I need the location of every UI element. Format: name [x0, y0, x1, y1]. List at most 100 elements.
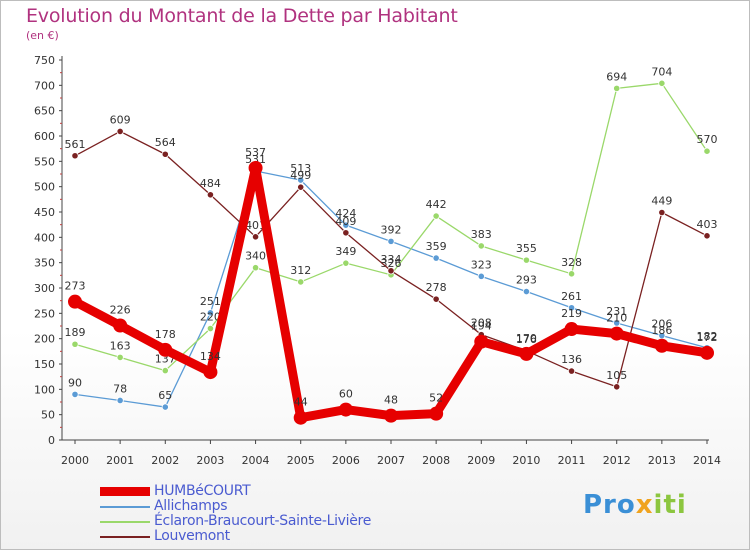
- data-label: 60: [339, 388, 353, 401]
- data-label: 231: [606, 305, 627, 318]
- data-label: 172: [697, 331, 718, 344]
- data-point: [432, 212, 440, 220]
- data-label: 206: [651, 318, 672, 331]
- data-label: 312: [290, 264, 311, 277]
- data-label: 694: [606, 70, 627, 83]
- data-label: 219: [561, 307, 582, 320]
- chart-title: Evolution du Montant de la Dette par Hab…: [26, 5, 458, 27]
- chart-unit: (en €): [26, 29, 59, 42]
- data-point: [567, 270, 576, 278]
- data-label: 220: [200, 311, 221, 324]
- proxiti-logo: Proxiti: [583, 490, 687, 520]
- data-point: [251, 264, 260, 272]
- y-tick-label: 100: [34, 383, 55, 396]
- data-point: [158, 342, 173, 357]
- data-label: 359: [426, 240, 447, 253]
- data-label: 403: [697, 218, 718, 231]
- data-point: [613, 319, 621, 327]
- x-tick-label: 2005: [287, 454, 315, 467]
- y-tick-label: 600: [34, 130, 55, 143]
- data-label: 570: [697, 133, 718, 146]
- x-tick-label: 2000: [61, 454, 89, 467]
- data-point: [248, 160, 263, 175]
- data-point: [116, 353, 124, 362]
- data-point: [342, 229, 350, 237]
- y-tick-label: 750: [34, 54, 55, 67]
- data-point: [297, 278, 305, 286]
- x-tick-label: 2003: [196, 454, 224, 467]
- y-tick-label: 400: [34, 231, 55, 244]
- data-label: 226: [110, 303, 131, 316]
- data-label: 355: [516, 242, 537, 255]
- y-tick-label: 700: [34, 79, 55, 92]
- x-tick-label: 2009: [467, 454, 495, 467]
- data-label: 409: [335, 215, 356, 228]
- data-label: 78: [113, 382, 127, 395]
- data-point: [387, 237, 395, 245]
- data-point: [342, 221, 350, 229]
- data-point: [71, 340, 79, 348]
- x-tick-label: 2010: [512, 454, 540, 467]
- data-point: [432, 295, 440, 303]
- data-point: [477, 272, 485, 280]
- data-point: [203, 365, 218, 380]
- data-label: 531: [245, 153, 266, 166]
- y-tick-label: 550: [34, 155, 55, 168]
- data-point: [342, 259, 350, 267]
- x-tick-label: 2011: [558, 454, 586, 467]
- x-tick-label: 2012: [603, 454, 631, 467]
- y-tick-label: 350: [34, 257, 55, 270]
- data-label: 182: [697, 330, 718, 343]
- data-point: [206, 309, 215, 317]
- data-point: [161, 150, 169, 158]
- x-tick-label: 2002: [151, 454, 179, 467]
- data-label: 163: [110, 339, 131, 352]
- data-point: [567, 304, 576, 312]
- data-point: [700, 345, 714, 360]
- y-tick-label: 0: [48, 434, 55, 447]
- data-label: 484: [200, 177, 221, 190]
- legend-label: Louvemont: [154, 528, 230, 544]
- data-point: [338, 402, 353, 417]
- data-label: 340: [245, 250, 266, 263]
- data-point: [474, 334, 489, 349]
- data-point: [68, 294, 82, 309]
- data-point: [293, 410, 308, 425]
- legend-swatch: [100, 521, 150, 523]
- data-label: 105: [606, 369, 627, 382]
- data-point: [613, 383, 621, 391]
- data-label: 170: [516, 332, 537, 345]
- x-tick-label: 2001: [106, 454, 134, 467]
- data-point: [113, 318, 128, 333]
- legend-label: Éclaron-Braucourt-Sainte-Livière: [154, 513, 372, 529]
- data-label: 186: [651, 324, 672, 337]
- data-point: [477, 242, 485, 250]
- line-chart: 0 50 100 150 200 250 300 350 400 450 500 550 600 650 7…: [34, 54, 721, 467]
- data-point: [71, 152, 79, 160]
- data-point: [567, 367, 576, 375]
- data-point: [522, 287, 531, 296]
- x-tick-label: 2008: [422, 454, 450, 467]
- data-label: 349: [335, 245, 356, 258]
- data-label: 278: [426, 281, 447, 294]
- data-label: 499: [290, 169, 311, 182]
- data-point: [297, 176, 305, 184]
- data-label: 90: [68, 376, 82, 389]
- data-label: 334: [381, 253, 402, 266]
- data-point: [251, 233, 260, 241]
- data-label: 383: [471, 228, 492, 241]
- data-point: [161, 403, 169, 411]
- data-label: 210: [606, 312, 627, 325]
- x-tick-label: 2006: [332, 454, 360, 467]
- data-label: 537: [245, 146, 266, 159]
- data-point: [116, 127, 124, 136]
- x-tick-label: 2007: [377, 454, 405, 467]
- data-point: [116, 396, 124, 405]
- data-point: [161, 366, 169, 375]
- y-tick-label: 300: [34, 282, 55, 295]
- data-label: 194: [471, 320, 492, 333]
- data-point: [429, 406, 444, 421]
- data-point: [522, 256, 531, 264]
- data-point: [703, 147, 711, 155]
- data-point: [206, 191, 215, 199]
